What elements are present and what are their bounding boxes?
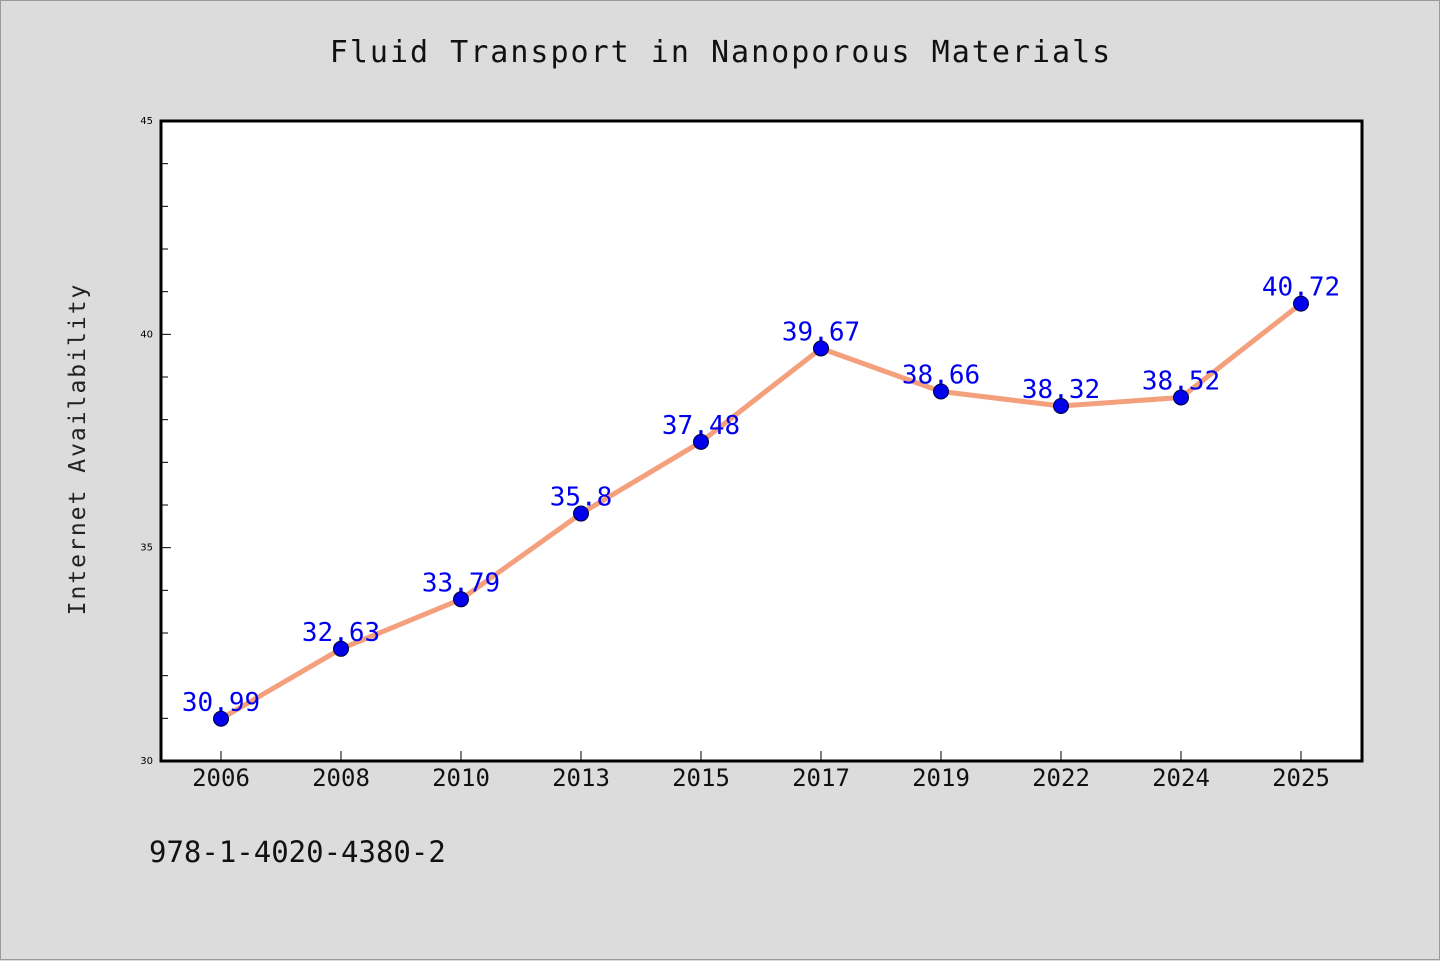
data-point bbox=[1173, 389, 1189, 406]
y-axis-label: Internet Availability bbox=[65, 282, 91, 616]
data-point bbox=[573, 505, 589, 522]
plot-area bbox=[161, 121, 1362, 761]
x-tick-label: 2013 bbox=[552, 764, 610, 792]
x-tick-label: 2024 bbox=[1152, 764, 1210, 792]
isbn-annotation: 978-1-4020-4380-2 bbox=[149, 835, 446, 869]
data-labels: 30.99 32.63 33.79 35.8 37.48 39.67 38.66 38.32 3… bbox=[182, 273, 1340, 718]
plot-border bbox=[159, 119, 1364, 763]
x-tick-label: 2022 bbox=[1032, 764, 1090, 792]
data-label: 39.67 bbox=[782, 317, 860, 347]
x-tick-label: 2025 bbox=[1272, 764, 1330, 792]
x-tick-label: 2015 bbox=[672, 764, 730, 792]
data-label: 40.72 bbox=[1262, 273, 1340, 303]
x-tick-label: 2019 bbox=[912, 764, 970, 792]
y-tick-label: 40 bbox=[140, 329, 153, 340]
x-tick-label: 2017 bbox=[792, 764, 850, 792]
data-point bbox=[453, 591, 469, 608]
x-axis-ticks: 2006 2008 2010 2013 2015 2017 2019 2022 2024 2025 bbox=[192, 751, 1330, 792]
data-point bbox=[1293, 295, 1309, 312]
chart-title: Fluid Transport in Nanoporous Materials bbox=[329, 35, 1113, 70]
y-tick-label: 30 bbox=[140, 756, 153, 767]
y-tick-label: 45 bbox=[140, 116, 153, 127]
data-point bbox=[813, 340, 829, 357]
data-label: 35.8 bbox=[550, 483, 613, 513]
x-tick-label: 2006 bbox=[192, 764, 250, 792]
data-point bbox=[693, 433, 709, 450]
data-points bbox=[213, 295, 1309, 727]
data-point bbox=[333, 640, 349, 657]
series-line bbox=[218, 301, 1304, 722]
data-label: 38.52 bbox=[1142, 366, 1220, 396]
data-point bbox=[933, 383, 949, 400]
y-tick-label: 35 bbox=[140, 543, 153, 554]
data-point bbox=[1053, 398, 1069, 415]
data-label: 37.48 bbox=[662, 411, 740, 441]
data-label: 30.99 bbox=[182, 688, 260, 718]
data-label: 38.32 bbox=[1022, 375, 1100, 405]
data-label: 32.63 bbox=[302, 618, 380, 648]
y-axis-ticks: 30 35 40 45 bbox=[140, 116, 153, 767]
data-point bbox=[213, 710, 229, 727]
x-tick-label: 2010 bbox=[432, 764, 490, 792]
data-label: 33.79 bbox=[422, 568, 500, 598]
x-tick-label: 2008 bbox=[312, 764, 370, 792]
data-label: 38.66 bbox=[902, 361, 980, 391]
